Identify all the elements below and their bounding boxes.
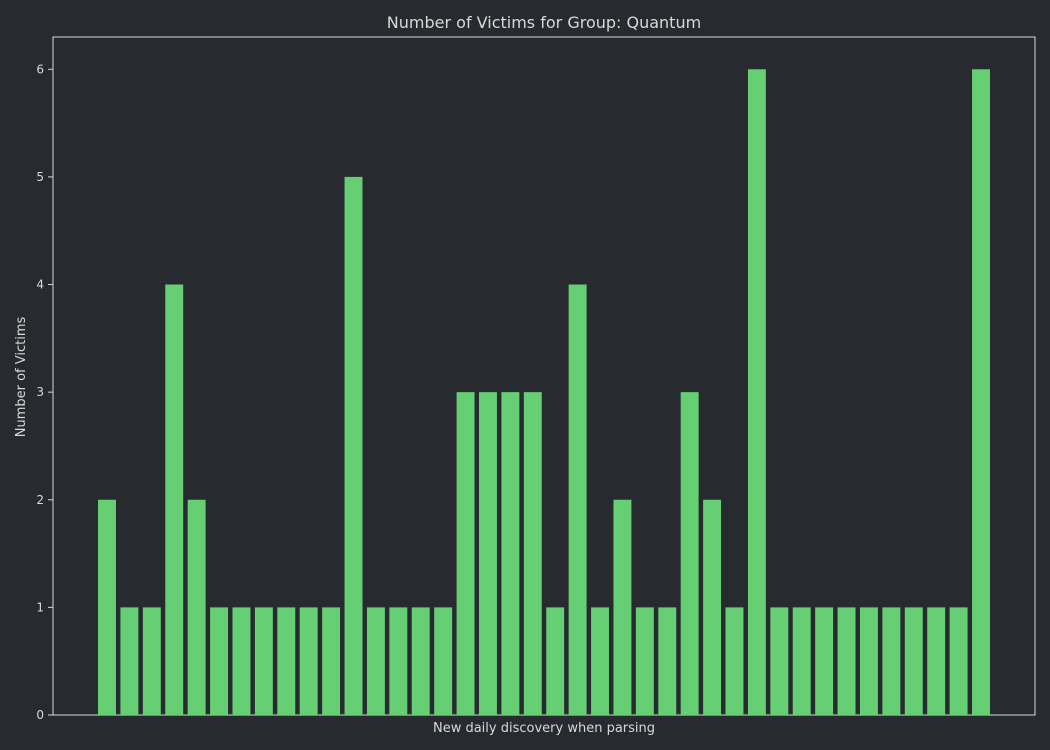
bar [142,607,161,715]
bar [747,69,766,716]
y-tick-label: 5 [36,170,44,184]
bar [344,176,363,715]
bar [98,499,116,715]
bar [546,607,565,715]
bar [837,607,856,715]
bar [232,607,251,715]
bars-group [98,69,990,716]
bar [434,607,453,715]
bar [187,499,206,715]
bar [927,607,946,715]
bar [254,607,273,715]
bar [972,69,990,716]
bar [949,607,968,715]
bar [725,607,744,715]
bar [165,284,184,715]
bar [389,607,408,715]
bar [635,607,654,715]
y-tick-label: 2 [36,493,44,507]
plot-frame [52,36,1036,716]
chart-title: Number of Victims for Group: Quantum [387,13,701,32]
bar [456,392,475,715]
bar [770,607,789,715]
bar [703,499,722,715]
y-axis: 0 1 2 3 4 5 6 [36,62,53,722]
bar [322,607,341,715]
bar [120,607,139,715]
y-tick-label: 3 [36,385,44,399]
bar [613,499,632,715]
y-tick-label: 1 [36,600,44,614]
bar [680,392,699,715]
bar [277,607,296,715]
bar [299,607,318,715]
x-axis-label: New daily discovery when parsing [433,721,655,736]
y-axis-label: Number of Victims [14,317,29,438]
bar [792,607,811,715]
bar [501,392,520,715]
bar [859,607,878,715]
y-tick-label: 4 [36,278,44,292]
y-tick-label: 6 [36,62,44,76]
bar [904,607,923,715]
bar [568,284,587,715]
y-tick-label: 0 [36,708,44,722]
bar [366,607,385,715]
bar [479,392,497,715]
bar [591,607,609,715]
bar [210,607,229,715]
bar [658,607,677,715]
bar [523,392,542,715]
bar [815,607,834,715]
bar [411,607,430,715]
bar [882,607,901,715]
